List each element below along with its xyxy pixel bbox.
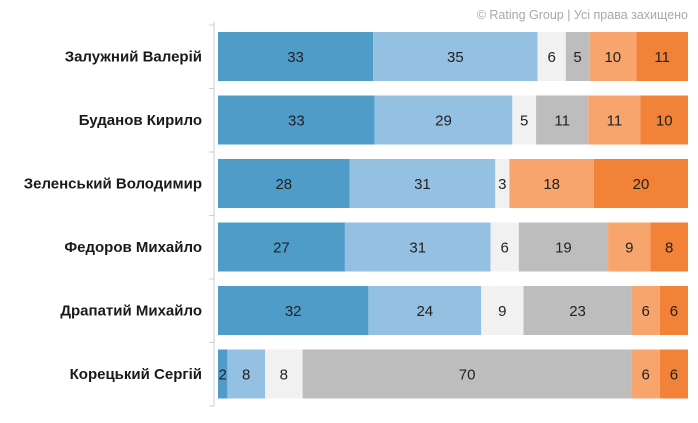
bar-segment	[218, 222, 345, 272]
data-label: 8	[242, 367, 250, 384]
bar-segment	[565, 32, 590, 81]
data-label: 6	[670, 303, 678, 320]
bar-segment	[537, 32, 566, 81]
bar-segment	[512, 95, 537, 145]
data-label: 35	[447, 49, 464, 66]
data-label: 8	[280, 367, 288, 384]
copyright-note: © Rating Group | Усі права захищено	[476, 8, 688, 22]
bar-segment	[631, 349, 660, 399]
data-label: 2	[219, 367, 227, 384]
bar-segment	[349, 159, 496, 208]
bar-segment	[374, 95, 513, 145]
data-label: 24	[416, 303, 433, 320]
data-label: 33	[287, 49, 304, 66]
data-label: 5	[520, 113, 528, 130]
category-label: Драпатий Михайло	[60, 303, 202, 320]
bar-segment	[509, 159, 594, 208]
bar-segment	[608, 222, 651, 272]
data-label: 23	[569, 303, 586, 320]
data-label: 10	[604, 49, 621, 66]
bar-segment	[344, 222, 491, 272]
data-label: 11	[607, 113, 623, 130]
bar-segment	[218, 159, 350, 208]
data-label: 6	[548, 49, 556, 66]
bar-segment	[265, 349, 303, 399]
bar-segment	[368, 286, 482, 335]
bar-segment	[373, 32, 538, 81]
bar-segment	[218, 95, 375, 145]
bar-segment	[636, 32, 688, 81]
bar-segment	[218, 286, 369, 335]
data-label: 5	[573, 49, 581, 66]
bar-segment	[589, 32, 637, 81]
category-label: Корецький Сергій	[70, 366, 202, 383]
bar-segment	[302, 349, 632, 399]
bar-segment	[588, 95, 641, 145]
bar-segment	[659, 286, 688, 335]
data-label: 10	[656, 113, 673, 130]
bar-segment	[594, 159, 688, 208]
data-label: 9	[625, 240, 633, 257]
category-label: Буданов Кирило	[79, 112, 202, 129]
data-label: 6	[501, 240, 509, 257]
bar-segment	[518, 222, 609, 272]
bar-segment	[218, 349, 228, 399]
bar-segment	[650, 222, 688, 272]
bar-segment	[640, 95, 688, 145]
data-label: 28	[275, 176, 292, 193]
bar-segment	[659, 349, 688, 399]
data-label: 33	[288, 113, 305, 130]
data-label: 29	[435, 113, 452, 130]
data-label: 31	[409, 240, 426, 257]
data-label: 19	[555, 240, 572, 257]
category-label: Зеленський Володимир	[24, 176, 202, 193]
bar-segment	[481, 286, 524, 335]
data-label: 20	[633, 176, 650, 193]
data-label: 31	[414, 176, 431, 193]
data-label: 3	[498, 176, 506, 193]
data-label: 6	[670, 367, 678, 384]
bar-segment	[490, 222, 519, 272]
data-label: 70	[459, 367, 476, 384]
data-label: 9	[498, 303, 506, 320]
category-label: Федоров Михайло	[64, 239, 202, 256]
bar-segment	[227, 349, 265, 399]
bar-segment	[495, 159, 510, 208]
data-label: 6	[642, 367, 650, 384]
data-label: 11	[654, 49, 670, 66]
data-label: 27	[273, 240, 290, 257]
data-label: 11	[554, 113, 570, 130]
bar-segment	[631, 286, 660, 335]
bar-segment	[523, 286, 632, 335]
data-label: 18	[543, 176, 560, 193]
bar-segment	[536, 95, 589, 145]
data-label: 32	[285, 303, 302, 320]
data-label: 8	[665, 240, 673, 257]
bar-segment	[218, 32, 374, 81]
data-label: 6	[642, 303, 650, 320]
category-label: Залужний Валерій	[65, 49, 202, 66]
